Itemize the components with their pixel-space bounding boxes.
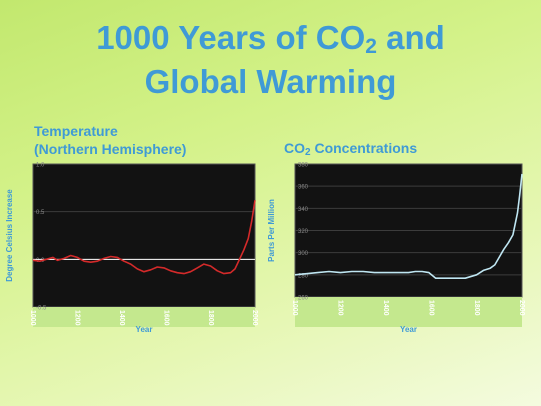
co2-chart-title: CO2 Concentrations [284, 139, 417, 160]
title-line1-pre: 1000 Years of CO [96, 19, 366, 56]
slide-title-line2: Global Warming [144, 63, 397, 100]
temperature-y-axis-label: Degree Celsius Increase [5, 189, 14, 282]
co2-y-tick-label: 320 [298, 229, 309, 235]
co2-x-axis-label: Year [400, 325, 417, 334]
co2-x-tick-label: 1200 [337, 300, 344, 316]
co2-series-line [294, 173, 523, 279]
temperature-x-tick-label: 1200 [74, 310, 81, 326]
co2-title-pre: CO [284, 140, 305, 156]
co2-x-tick-label: 1600 [427, 300, 434, 316]
co2-title-post: Concentrations [310, 140, 418, 156]
co2-y-axis-label: Parts Per Million [267, 199, 276, 262]
co2-y-tick-label: 380 [298, 163, 309, 169]
co2-x-tick-label: 1800 [473, 300, 480, 316]
co2-title-sub: 2 [305, 147, 311, 158]
temperature-x-tick-band [33, 307, 255, 327]
co2-x-tick-band [295, 297, 522, 327]
temperature-x-tick-label: 1600 [162, 310, 169, 326]
co2-y-tick-label: 360 [298, 185, 309, 191]
co2-x-tick-label: 1000 [291, 300, 298, 316]
temperature-y-tick-label: 1.0 [36, 163, 45, 169]
co2-y-tick-label: 340 [298, 207, 309, 213]
temperature-x-tick-label: 1400 [118, 310, 125, 326]
temperature-y-tick-label: 0.5 [36, 210, 45, 216]
temperature-x-axis-label: Year [136, 325, 153, 334]
slide-title: 1000 Years of CO2 and Global Warming [0, 18, 541, 101]
co2-y-tick-label: 260 [298, 296, 309, 302]
temperature-title-line2: (Northern Hemisphere) [34, 141, 187, 157]
co2-y-tick-label: 280 [298, 273, 309, 279]
temperature-series-line [32, 200, 256, 275]
co2-x-tick-label: 2000 [518, 300, 525, 316]
co2-x-tick-label: 1400 [382, 300, 389, 316]
temperature-x-tick-label: 2000 [251, 310, 258, 326]
temperature-x-tick-label: 1000 [29, 310, 36, 326]
title-line1-sub: 2 [365, 35, 377, 58]
title-line1-post: and [376, 19, 445, 56]
temperature-chart-title: Temperature (Northern Hemisphere) [34, 122, 186, 158]
temperature-x-tick-label: 1800 [207, 310, 214, 326]
temperature-y-tick-label: -0.5 [36, 306, 47, 312]
temperature-title-line1: Temperature [34, 123, 118, 139]
slide-title-line1: 1000 Years of CO2 and [0, 18, 541, 62]
co2-y-tick-label: 300 [298, 251, 309, 257]
temperature-plot-area [32, 163, 256, 308]
